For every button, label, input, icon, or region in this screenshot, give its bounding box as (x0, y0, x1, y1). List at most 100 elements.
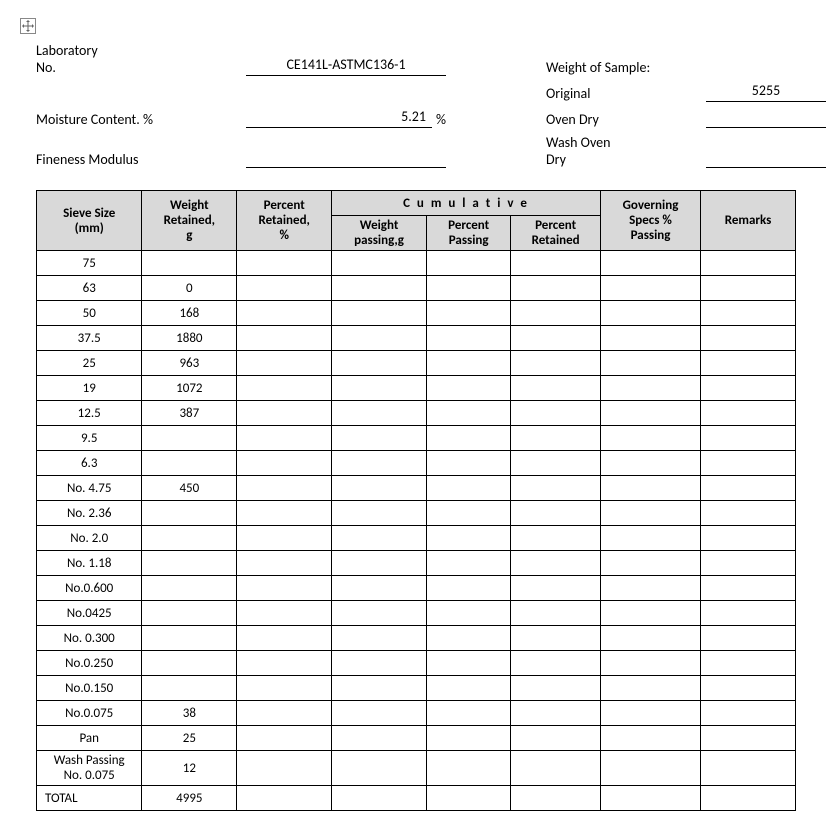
data-cell[interactable] (332, 426, 427, 451)
data-cell[interactable] (600, 376, 700, 401)
data-cell[interactable] (600, 651, 700, 676)
data-cell[interactable] (701, 551, 796, 576)
data-cell[interactable] (600, 301, 700, 326)
data-cell[interactable] (511, 476, 601, 501)
original-value[interactable]: 5255 (706, 82, 826, 102)
weight-cell[interactable]: 963 (142, 351, 237, 376)
data-cell[interactable] (426, 426, 510, 451)
data-cell[interactable] (600, 626, 700, 651)
data-cell[interactable] (600, 276, 700, 301)
data-cell[interactable] (237, 626, 332, 651)
data-cell[interactable] (426, 251, 510, 276)
data-cell[interactable] (511, 601, 601, 626)
fineness-value[interactable] (246, 148, 446, 168)
data-cell[interactable] (426, 786, 510, 811)
move-handle-icon[interactable] (20, 18, 36, 34)
data-cell[interactable] (332, 326, 427, 351)
weight-cell[interactable]: 38 (142, 701, 237, 726)
data-cell[interactable] (426, 451, 510, 476)
data-cell[interactable] (701, 726, 796, 751)
data-cell[interactable] (511, 786, 601, 811)
data-cell[interactable] (237, 651, 332, 676)
data-cell[interactable] (332, 276, 427, 301)
weight-cell[interactable]: 25 (142, 726, 237, 751)
data-cell[interactable] (332, 576, 427, 601)
data-cell[interactable] (237, 351, 332, 376)
data-cell[interactable] (701, 651, 796, 676)
data-cell[interactable] (701, 476, 796, 501)
data-cell[interactable] (701, 676, 796, 701)
data-cell[interactable] (511, 276, 601, 301)
weight-cell[interactable] (142, 451, 237, 476)
weight-cell[interactable] (142, 551, 237, 576)
weight-cell[interactable]: 0 (142, 276, 237, 301)
data-cell[interactable] (332, 601, 427, 626)
data-cell[interactable] (332, 726, 427, 751)
data-cell[interactable] (511, 576, 601, 601)
weight-cell[interactable]: 1072 (142, 376, 237, 401)
data-cell[interactable] (511, 301, 601, 326)
data-cell[interactable] (426, 626, 510, 651)
data-cell[interactable] (600, 551, 700, 576)
data-cell[interactable] (511, 426, 601, 451)
data-cell[interactable] (332, 626, 427, 651)
data-cell[interactable] (511, 626, 601, 651)
data-cell[interactable] (332, 251, 427, 276)
data-cell[interactable] (426, 551, 510, 576)
data-cell[interactable] (332, 786, 427, 811)
data-cell[interactable] (426, 376, 510, 401)
data-cell[interactable] (237, 376, 332, 401)
data-cell[interactable] (237, 551, 332, 576)
data-cell[interactable] (237, 401, 332, 426)
data-cell[interactable] (511, 701, 601, 726)
data-cell[interactable] (511, 651, 601, 676)
data-cell[interactable] (237, 451, 332, 476)
data-cell[interactable] (332, 401, 427, 426)
data-cell[interactable] (511, 501, 601, 526)
data-cell[interactable] (701, 326, 796, 351)
data-cell[interactable] (237, 326, 332, 351)
weight-cell[interactable] (142, 626, 237, 651)
data-cell[interactable] (511, 726, 601, 751)
data-cell[interactable] (426, 601, 510, 626)
data-cell[interactable] (701, 626, 796, 651)
weight-cell[interactable]: 450 (142, 476, 237, 501)
data-cell[interactable] (701, 376, 796, 401)
data-cell[interactable] (600, 786, 700, 811)
data-cell[interactable] (600, 726, 700, 751)
data-cell[interactable] (332, 376, 427, 401)
weight-cell[interactable]: 387 (142, 401, 237, 426)
data-cell[interactable] (701, 751, 796, 786)
data-cell[interactable] (332, 551, 427, 576)
weight-cell[interactable] (142, 426, 237, 451)
data-cell[interactable] (237, 676, 332, 701)
data-cell[interactable] (511, 326, 601, 351)
data-cell[interactable] (237, 301, 332, 326)
data-cell[interactable] (701, 451, 796, 476)
weight-cell[interactable]: 12 (142, 751, 237, 786)
data-cell[interactable] (332, 526, 427, 551)
data-cell[interactable] (237, 751, 332, 786)
data-cell[interactable] (600, 326, 700, 351)
data-cell[interactable] (426, 401, 510, 426)
data-cell[interactable] (511, 251, 601, 276)
data-cell[interactable] (332, 476, 427, 501)
weight-cell[interactable] (142, 251, 237, 276)
weight-cell[interactable]: 1880 (142, 326, 237, 351)
data-cell[interactable] (426, 701, 510, 726)
data-cell[interactable] (426, 501, 510, 526)
data-cell[interactable] (237, 726, 332, 751)
data-cell[interactable] (426, 676, 510, 701)
data-cell[interactable] (426, 301, 510, 326)
lab-no-value[interactable]: CE141L-ASTMC136-1 (246, 56, 446, 76)
data-cell[interactable] (426, 651, 510, 676)
data-cell[interactable] (332, 701, 427, 726)
data-cell[interactable] (237, 786, 332, 811)
data-cell[interactable] (511, 401, 601, 426)
data-cell[interactable] (237, 601, 332, 626)
data-cell[interactable] (600, 476, 700, 501)
data-cell[interactable] (701, 276, 796, 301)
data-cell[interactable] (600, 751, 700, 786)
data-cell[interactable] (511, 551, 601, 576)
data-cell[interactable] (237, 576, 332, 601)
